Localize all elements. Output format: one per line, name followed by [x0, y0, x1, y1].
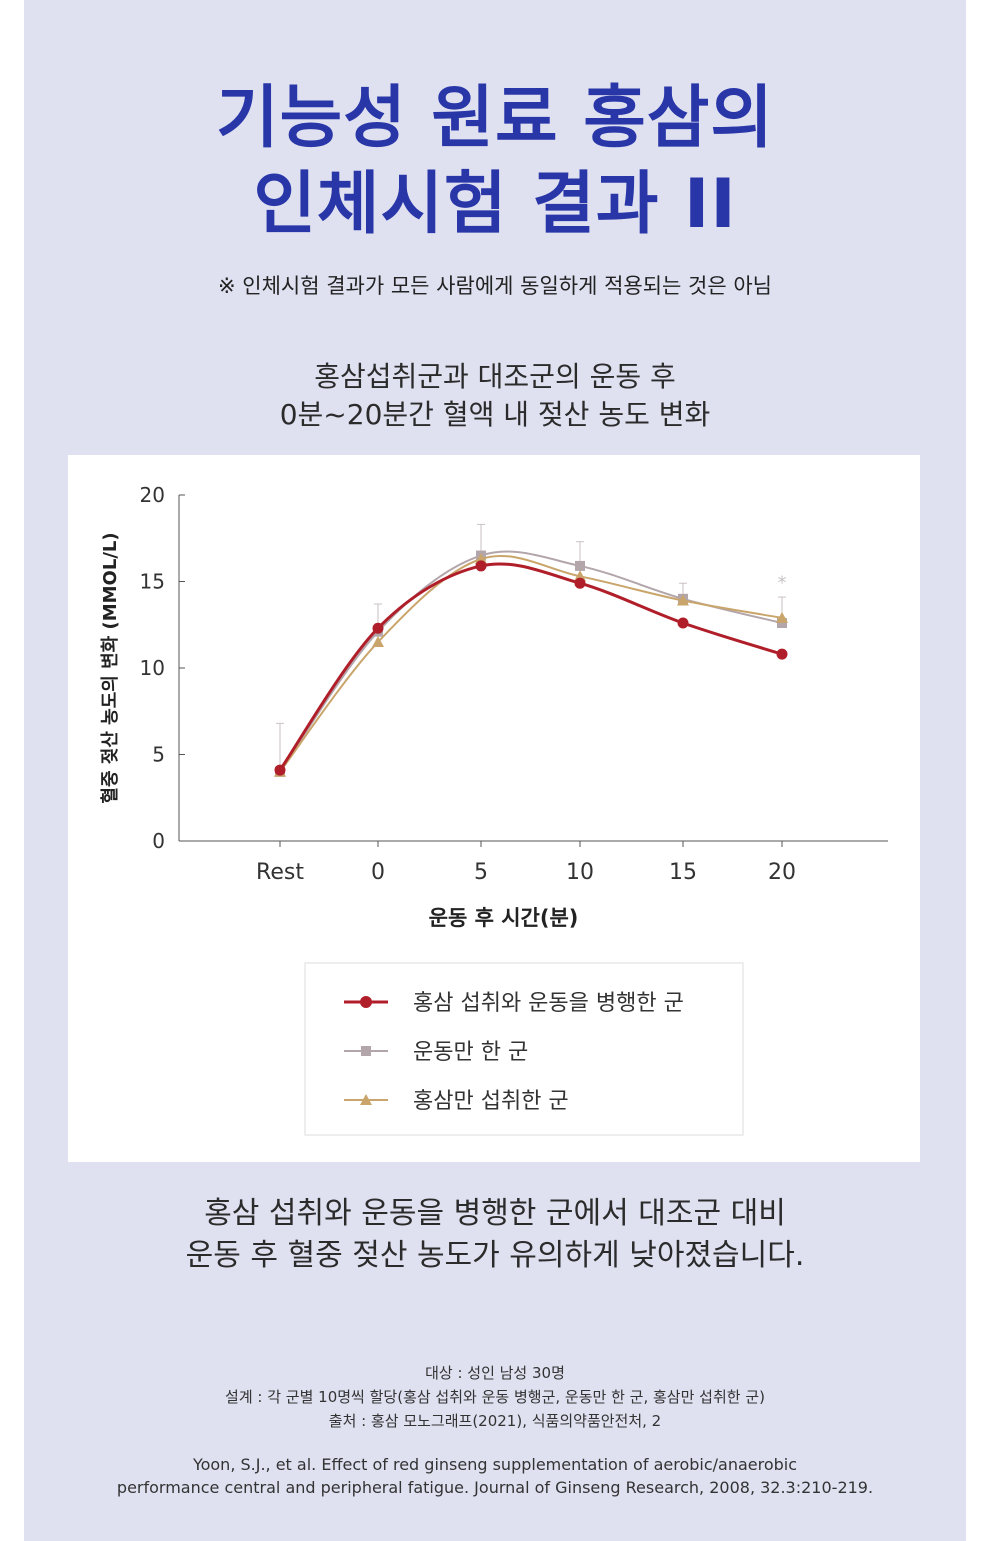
conclusion-line2: 운동 후 혈중 젖산 농도가 유의하게 낮아졌습니다. — [185, 1238, 805, 1273]
y-tick-label: 5 — [152, 743, 165, 767]
y-tick-label: 10 — [140, 656, 165, 680]
legend-label: 운동만 한 군 — [413, 1040, 528, 1065]
x-tick-label: Rest — [256, 860, 304, 885]
x-axis-label: 운동 후 시간(분) — [429, 906, 579, 930]
data-point — [776, 648, 788, 660]
page-title-line2: 인체시험 결과 II — [253, 165, 737, 244]
chart-subtitle-line1: 홍삼섭취군과 대조군의 운동 후 — [314, 360, 676, 393]
data-point — [677, 617, 689, 629]
legend-marker — [360, 996, 372, 1008]
y-axis-label: 혈중 젖산 농도의 변화 (MMOL/L) — [99, 532, 121, 803]
x-tick-label: 15 — [669, 860, 697, 885]
series-line — [278, 562, 783, 771]
y-tick-label: 20 — [140, 483, 165, 507]
page-title-line1: 기능성 원료 홍삼의 — [216, 79, 774, 158]
data-point — [776, 611, 788, 623]
series-line — [279, 554, 783, 773]
data-point — [475, 560, 487, 572]
x-tick-label: 20 — [768, 860, 796, 885]
chart-subtitle-line2: 0분~20분간 혈액 내 젖산 농도 변화 — [279, 398, 711, 431]
study-design: 설계 : 각 군별 10명씩 할당(홍삼 섭취와 운동 병행군, 운동만 한 군… — [225, 1388, 765, 1406]
legend-marker — [361, 1046, 371, 1056]
data-point — [677, 594, 689, 606]
data-point — [274, 764, 286, 776]
series-line — [279, 550, 783, 773]
disclaimer-text: ※ 인체시험 결과가 모든 사람에게 동일하게 적용되는 것은 아님 — [218, 274, 772, 298]
lactate-line-chart: 0 5 10 15 20 Rest 0 5 10 15 20 혈중 젖산 농도의 변화 (MMOL/L… — [99, 483, 888, 1136]
legend-label: 홍삼 섭취와 운동을 병행한 군 — [413, 991, 684, 1016]
y-tick-label: 0 — [152, 829, 165, 853]
y-tick-label: 15 — [140, 570, 165, 594]
conclusion-line1: 홍삼 섭취와 운동을 병행한 군에서 대조군 대비 — [204, 1196, 786, 1231]
significance-asterisk: * — [778, 572, 787, 593]
content-panel: 기능성 원료 홍삼의 인체시험 결과 II ※ 인체시험 결과가 모든 사람에게… — [24, 0, 966, 1541]
reference-line1: Yoon, S.J., et al. Effect of red ginseng… — [192, 1455, 798, 1474]
x-tick-label: 10 — [566, 860, 594, 885]
data-point — [372, 622, 384, 634]
reference-line2: performance central and peripheral fatig… — [116, 1478, 874, 1497]
legend-marker — [360, 1094, 372, 1105]
data-point — [574, 570, 586, 582]
data-point — [777, 618, 787, 629]
data-point — [372, 636, 384, 648]
legend-label: 홍삼만 섭취한 군 — [413, 1089, 569, 1114]
x-tick-label: 0 — [371, 860, 385, 885]
x-tick-label: 5 — [474, 860, 488, 885]
chart-container: 0 5 10 15 20 Rest 0 5 10 15 20 혈중 젖산 농도의 변화 (MMOL/L… — [68, 455, 920, 1162]
study-subjects: 대상 : 성인 남성 30명 — [425, 1364, 565, 1382]
data-point — [575, 560, 585, 571]
data-point — [475, 553, 487, 565]
legend-box — [304, 962, 744, 1136]
data-point — [574, 577, 586, 589]
study-source: 출처 : 홍삼 모노그래프(2021), 식품의약품안전처, 2 — [328, 1412, 662, 1430]
